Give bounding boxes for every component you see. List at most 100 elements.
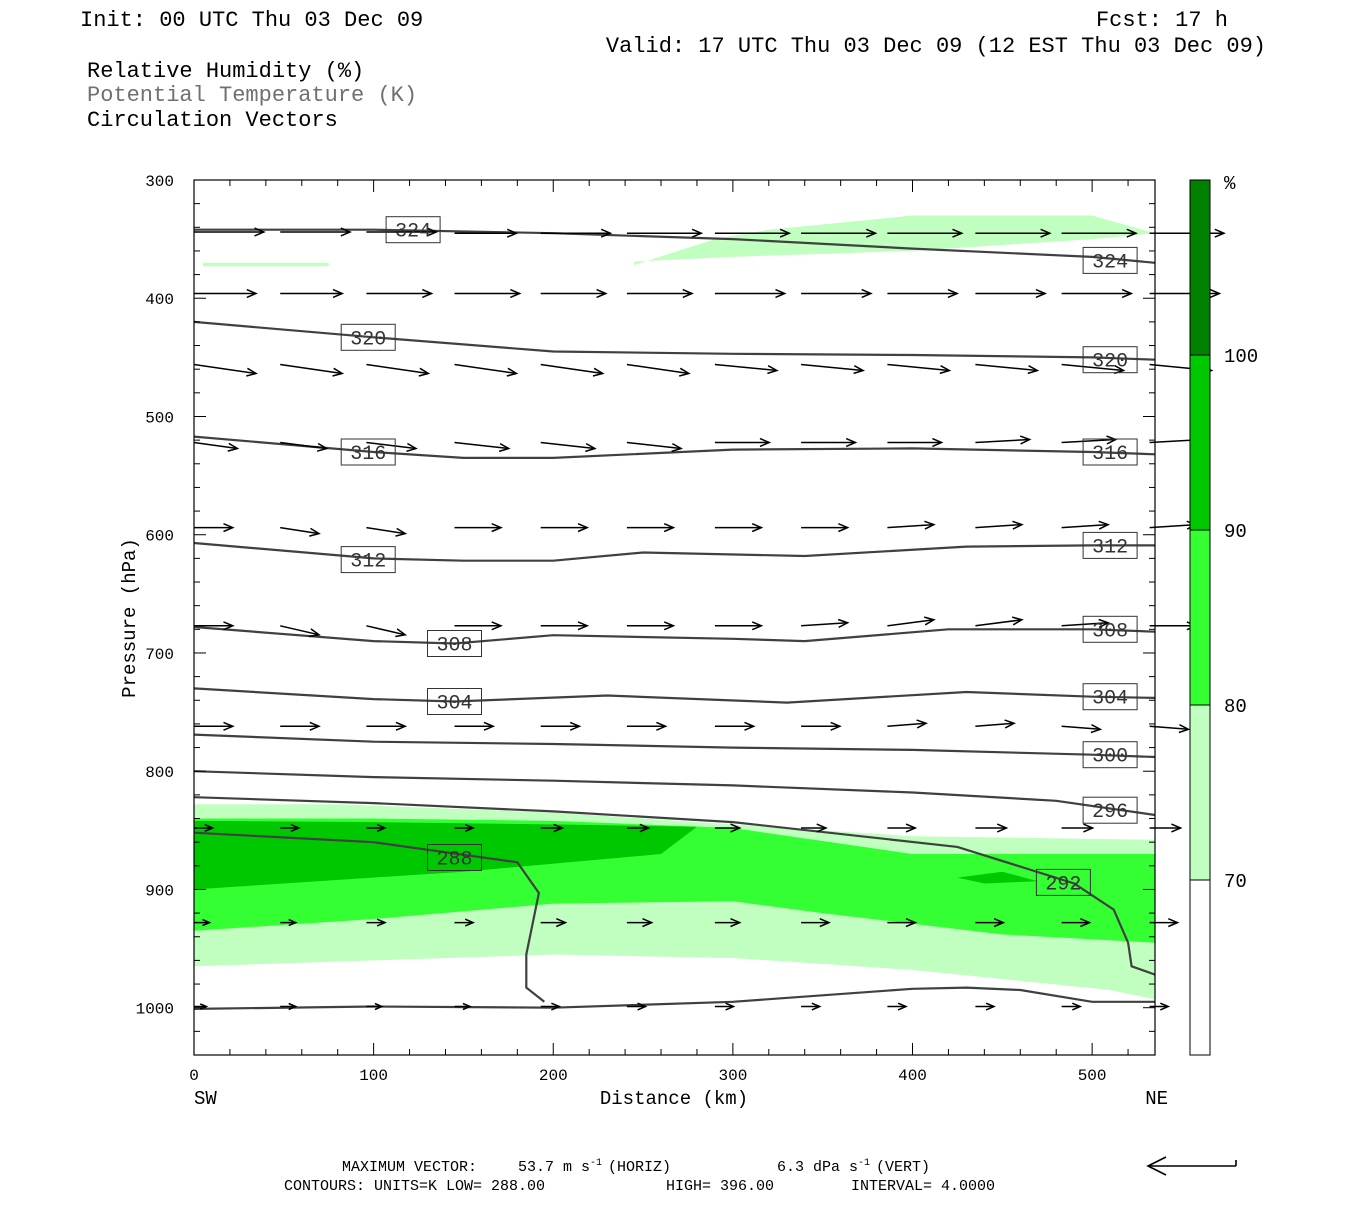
forecast-hour: Fcst: 17 h [1096,8,1228,33]
contour-label-layer: 324 324 320 320 316 316 312 312 308 308 304 304 300 2… [340,216,1138,896]
circulation-vector [975,288,1048,299]
circulation-vector [887,1002,908,1011]
svg-text:324: 324 [395,221,431,244]
circulation-vector [714,918,742,928]
colorbar-segment [1189,529,1211,706]
circulation-vector [454,523,503,533]
circulation-vector [714,288,787,299]
circulation-vector [975,719,1017,729]
theta-contour-surface [193,986,1155,1010]
theta-contour-292 [193,796,1156,976]
rh-fill-layer [194,215,1155,1000]
contour-label-304: 304 [1082,683,1138,711]
svg-text:308: 308 [436,635,472,658]
y-tick-label: 800 [145,764,174,782]
contour-label-308: 308 [427,630,482,658]
theta-contour-312 [193,541,1155,562]
circulation-vector [887,437,944,448]
circulation-vector [194,721,235,731]
circulation-vector [280,288,345,299]
circulation-vector [540,363,605,377]
circulation-vector [887,363,952,375]
circulation-vector [801,1002,822,1011]
svg-text:304: 304 [436,693,472,716]
y-tick-label: 600 [145,528,174,546]
x-tick-label: 400 [898,1067,927,1085]
theta-contour-308 [193,625,1156,645]
axes: 0 100 200 300 400 500 300 400 500 600 700 800 900 100… [136,173,1156,1085]
vector-layer [193,227,1226,1011]
contour-label-308: 308 [1082,615,1138,643]
circulation-vector [280,441,329,452]
circulation-vector [626,228,704,238]
circulation-vector [1149,918,1180,928]
endpoint-left: SW [194,1088,217,1110]
theta-contour-296 [193,770,1156,817]
circulation-vector [454,721,496,731]
field-rh: Relative Humidity (%) [87,59,364,84]
circulation-vector [975,918,1006,928]
circulation-vector [540,823,565,833]
reference-vector [1146,1156,1237,1176]
circulation-vector [801,823,828,833]
circulation-vector [1061,228,1138,238]
circulation-vector [280,363,345,377]
contour-label-316: 316 [1082,438,1138,466]
circulation-vector [540,441,597,453]
valid-time: Valid: 17 UTC Thu 03 Dec 09 (12 EST Thu … [606,34,1266,59]
contour-label-288: 288 [427,844,482,872]
colorbar-segment [1189,179,1211,356]
circulation-vector [1061,823,1095,833]
theta-contour-300 [193,733,1156,759]
contour-label-316: 316 [340,438,396,466]
plot-frame [193,179,1156,1056]
circulation-vector [1149,724,1191,734]
circulation-vector [975,1002,996,1011]
circulation-vector [193,363,258,377]
circulation-vector [540,228,613,238]
circulation-vector [280,823,301,832]
circulation-vector [1061,724,1103,734]
svg-text:320: 320 [350,328,386,351]
max-vert-value: 6.3 dPa s-1 (VERT) [777,1158,930,1176]
circulation-vector [714,1002,736,1011]
theta-contour-288 [193,831,545,1003]
circulation-vector [1149,520,1199,530]
svg-text:296: 296 [1092,801,1128,824]
x-tick-label: 100 [359,1067,388,1085]
y-tick-label: 500 [145,410,174,428]
circulation-vector [454,228,519,238]
circulation-vector [193,441,240,452]
circulation-vector [1149,228,1226,238]
circulation-vector [626,918,654,928]
endpoint-right: NE [1145,1088,1168,1110]
circulation-vector [366,625,408,638]
circulation-vector [366,918,387,927]
circulation-vector [366,1002,384,1011]
x-tick-label: 0 [189,1067,199,1085]
y-tick-label: 900 [145,883,174,901]
svg-text:316: 316 [1092,443,1128,466]
field-theta: Potential Temperature (K) [87,83,417,108]
x-tick-label: 300 [718,1067,747,1085]
contour-label-300: 300 [1082,741,1138,769]
colorbar-segment [1189,879,1211,1056]
init-time: Init: 00 UTC Thu 03 Dec 09 [80,8,423,33]
circulation-vector [454,823,476,832]
svg-text:312: 312 [1092,536,1128,559]
contour-label-320: 320 [340,323,396,351]
circulation-vector [975,616,1024,627]
circulation-vector [714,523,764,533]
circulation-vector [194,621,235,631]
circulation-vector [801,437,858,448]
theta-contour-324 [194,228,1156,264]
svg-text:292: 292 [1045,873,1081,896]
circulation-vector [194,227,266,237]
circulation-vector [280,625,321,638]
circulation-vector [801,228,878,238]
circulation-vector [280,227,352,237]
colorbar-level-label: 100 [1224,346,1258,368]
contour-label-324: 324 [1082,246,1138,274]
circulation-vector [887,823,918,833]
circulation-vector [1149,1002,1171,1011]
